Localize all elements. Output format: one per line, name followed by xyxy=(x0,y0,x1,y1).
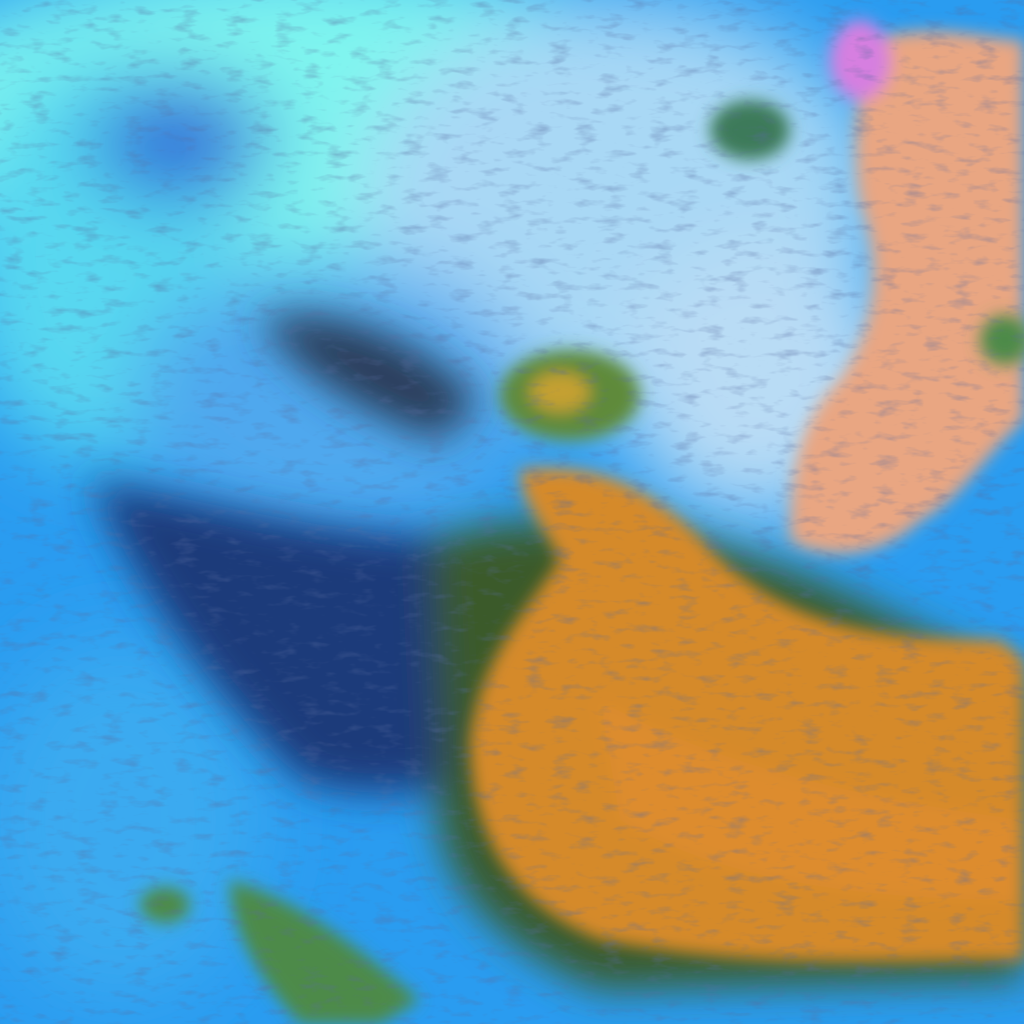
satellite-image xyxy=(0,0,1024,1024)
cloud-texture xyxy=(0,0,1024,1024)
